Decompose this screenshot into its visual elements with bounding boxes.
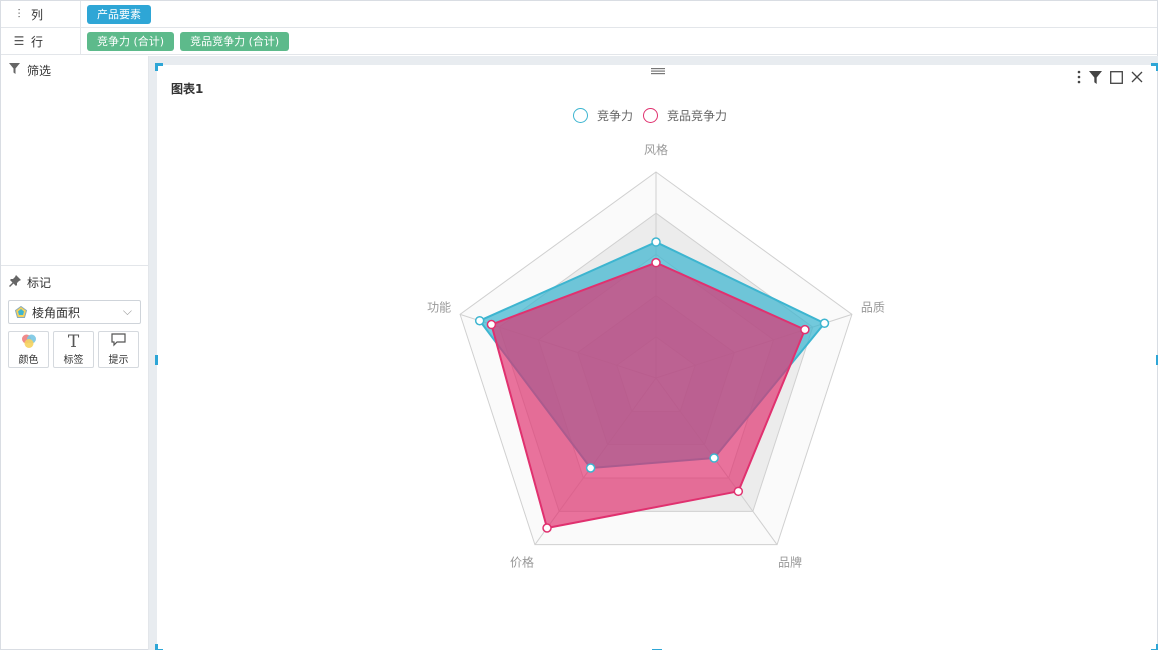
chart-title: 图表1 xyxy=(171,82,204,96)
series-area-2 xyxy=(490,261,806,529)
legend-label-series-2: 竞品竞争力 xyxy=(667,109,728,123)
marks-label: 标记 xyxy=(27,275,52,290)
data-point-1-4 xyxy=(474,315,485,326)
data-point-1-3 xyxy=(585,463,596,473)
row-pill-competitiveness[interactable]: 竞争力 (合计) xyxy=(87,31,175,51)
axis-label-2: 品牌 xyxy=(778,555,802,569)
data-point-1-2 xyxy=(709,453,719,463)
data-point-1-0 xyxy=(651,237,661,247)
legend-item-series-1[interactable]: 竞争力 xyxy=(573,107,633,124)
axis-label-0: 风格 xyxy=(644,142,668,157)
legend-marker-series-1 xyxy=(573,108,588,123)
close-icon[interactable] xyxy=(1131,71,1143,87)
data-point-2-4 xyxy=(486,319,497,330)
row-shelf-label: 行 xyxy=(31,34,44,49)
axis-label-3: 价格 xyxy=(510,554,534,569)
card-toolbar xyxy=(1077,70,1143,88)
chevron-down-icon: ⌵ xyxy=(122,304,132,318)
resize-handle-left[interactable] xyxy=(155,355,158,365)
data-point-2-1 xyxy=(800,324,810,335)
legend-marker-series-2 xyxy=(643,108,659,123)
filter-icon[interactable] xyxy=(1089,70,1102,88)
row-pill-competitor-competitiveness[interactable]: 竞品竞争力 (合计) xyxy=(180,31,290,51)
marks-panel-title: 标记 xyxy=(1,270,148,294)
columns-icon: ⫶ xyxy=(17,6,21,21)
panel-divider[interactable] xyxy=(149,56,157,650)
column-pill-product-factor[interactable]: 产品要素 xyxy=(87,4,151,24)
marks-panel: 标记 棱角面积 ⌵ xyxy=(1,266,148,368)
filter-icon xyxy=(9,63,23,77)
column-shelf: ⫶ 列 产品要素 xyxy=(1,1,1157,28)
pin-icon xyxy=(9,274,23,290)
axis-label-1: 品质 xyxy=(861,301,885,315)
row-shelf: ☰ 行 竞争力 (合计) 竞品竞争力 (合计) xyxy=(1,28,1157,55)
tooltip-button-label: 提示 xyxy=(108,355,129,366)
row-shelf-header: ☰ 行 xyxy=(1,28,81,54)
legend-label-series-1: 竞争力 xyxy=(597,109,634,123)
text-icon: T xyxy=(67,332,80,352)
chart-card[interactable]: 图表1 竞争力 竞品竞争力 风格 品质品 xyxy=(155,63,1158,650)
color-button[interactable]: 颜色 xyxy=(8,331,49,368)
maximize-icon[interactable] xyxy=(1110,70,1123,88)
label-button[interactable]: T 标签 xyxy=(53,331,94,368)
radar-area-icon xyxy=(15,306,27,318)
resize-handle-top-right[interactable] xyxy=(1151,63,1158,71)
drag-handle-icon[interactable] xyxy=(651,67,665,75)
filter-label: 筛选 xyxy=(27,63,52,78)
color-icon xyxy=(21,333,37,351)
resize-handle-right[interactable] xyxy=(1156,355,1158,365)
resize-handle-top-left[interactable] xyxy=(155,63,163,71)
tooltip-icon xyxy=(111,333,126,351)
chart-legend: 竞争力 竞品竞争力 xyxy=(573,107,727,124)
filter-panel[interactable]: 筛选 xyxy=(1,56,148,266)
column-shelf-header: ⫶ 列 xyxy=(1,1,81,27)
list-icon: ☰ xyxy=(13,34,25,48)
legend-item-series-2[interactable]: 竞品竞争力 xyxy=(643,107,727,124)
canvas-top-gap xyxy=(149,56,1158,65)
tooltip-button[interactable]: 提示 xyxy=(98,331,139,368)
more-icon[interactable] xyxy=(1077,70,1081,88)
data-point-2-3 xyxy=(542,523,552,533)
chart-type-value: 棱角面积 xyxy=(32,305,81,320)
filter-panel-title: 筛选 xyxy=(1,56,148,80)
left-panel: 筛选 标记 棱角面积 ⌵ xyxy=(1,56,149,650)
label-button-label: 标签 xyxy=(63,355,84,366)
data-point-1-1 xyxy=(819,318,830,329)
data-point-2-0 xyxy=(651,257,661,268)
color-button-label: 颜色 xyxy=(18,355,39,366)
chart-type-select[interactable]: 棱角面积 ⌵ xyxy=(8,300,141,324)
axis-label-4: 功能 xyxy=(427,301,451,315)
data-point-2-2 xyxy=(733,486,744,497)
column-shelf-label: 列 xyxy=(31,7,44,22)
